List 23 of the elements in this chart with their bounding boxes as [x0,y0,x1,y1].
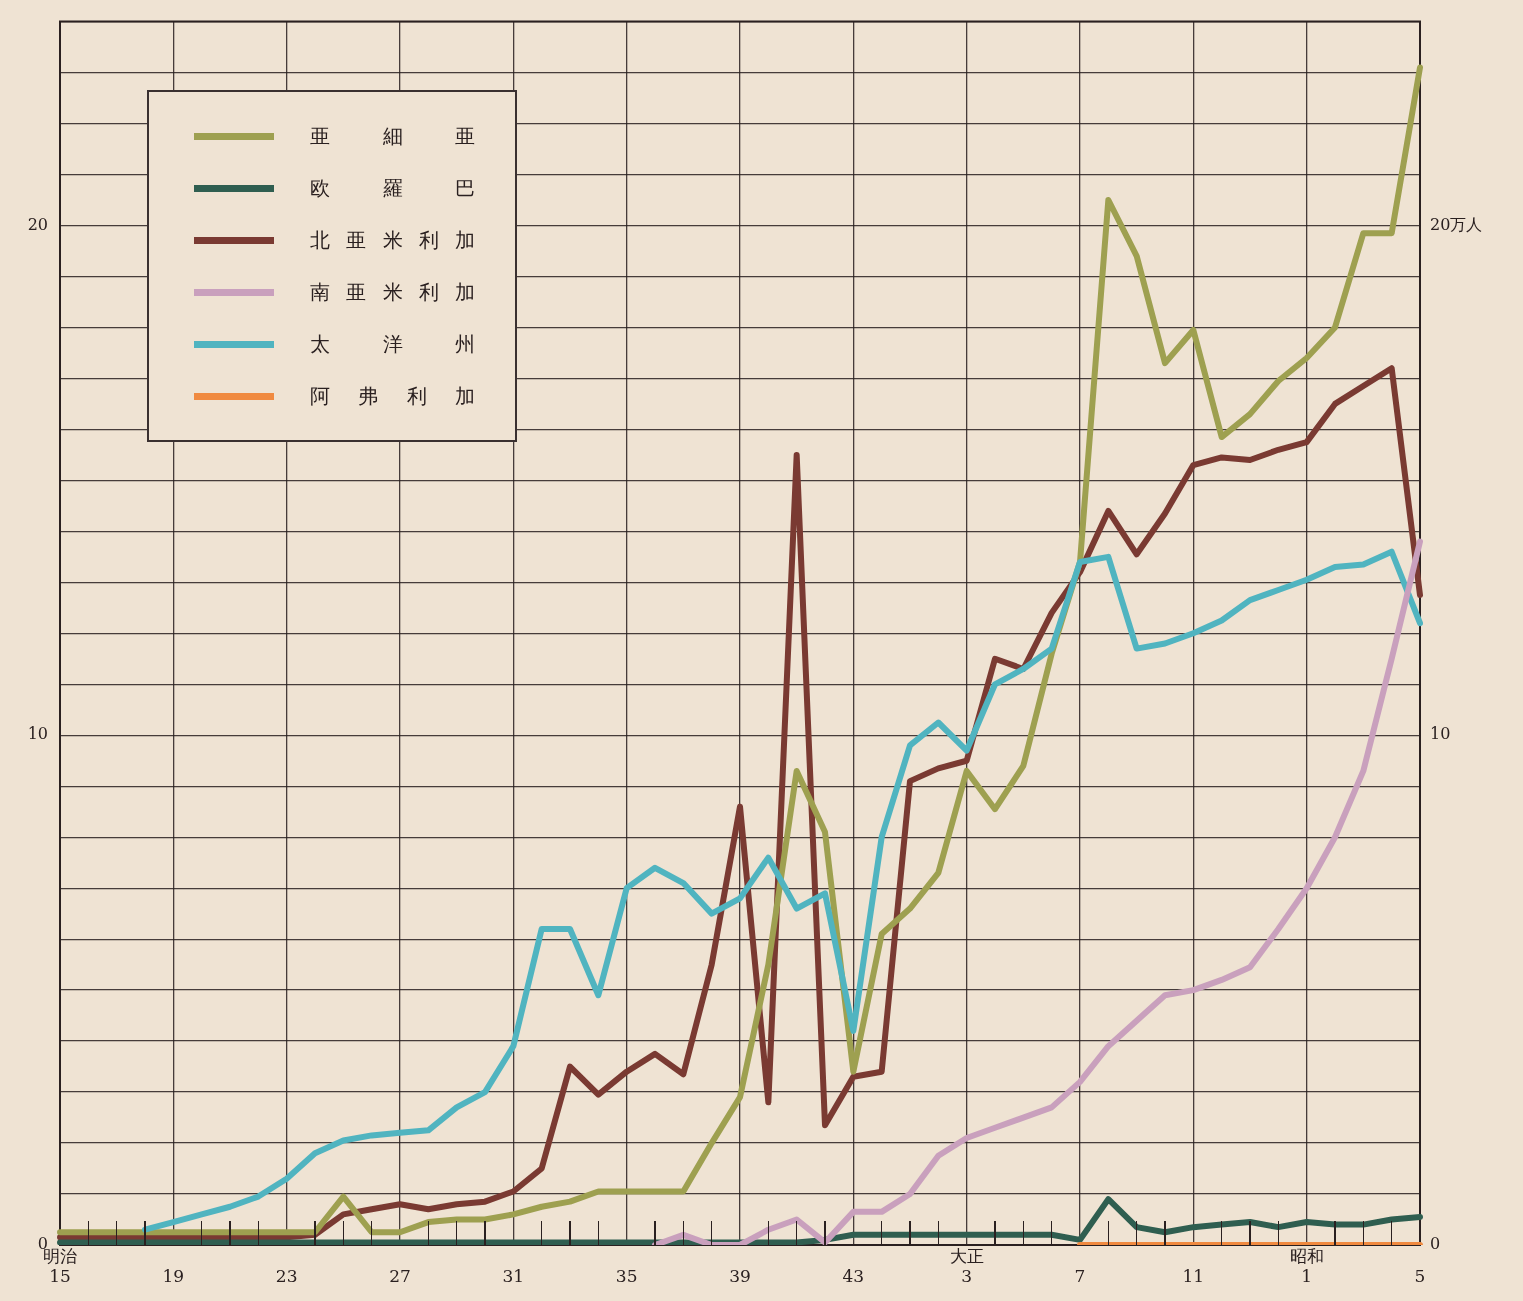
legend-label: 南亜米利加 [310,278,475,306]
x-tick-label: 23 [275,1266,298,1287]
text: 亜細亜 [310,123,475,148]
y2-tick-label: 0 [1430,1234,1441,1254]
y2-tick-label: 10 [1430,724,1451,744]
text: 太洋州 [310,331,475,356]
x-tick-label: 35 [615,1266,638,1287]
x-tick-label: 7 [1074,1266,1086,1287]
text: 欧羅巴 [310,175,475,200]
x-tick-label: 昭和 1 [1289,1245,1324,1287]
text: 阿弗利加 [310,383,475,408]
x-tick-label: 31 [502,1266,525,1287]
x-tick-label: 19 [162,1266,185,1287]
y-tick-label: 10 [27,724,48,744]
x-tick-label: 27 [389,1266,411,1287]
x-tick-label: 39 [729,1266,751,1287]
y2-tick-label: 20万人 [1430,214,1483,234]
y-tick-label: 20 [27,214,48,234]
x-tick-label: 大正 3 [949,1245,984,1287]
legend-label: 北亜米利加 [310,226,475,254]
x-tick-label: 5 [1414,1266,1426,1287]
x-tick-label: 11 [1182,1266,1205,1287]
x-tick-label: 43 [842,1266,865,1287]
